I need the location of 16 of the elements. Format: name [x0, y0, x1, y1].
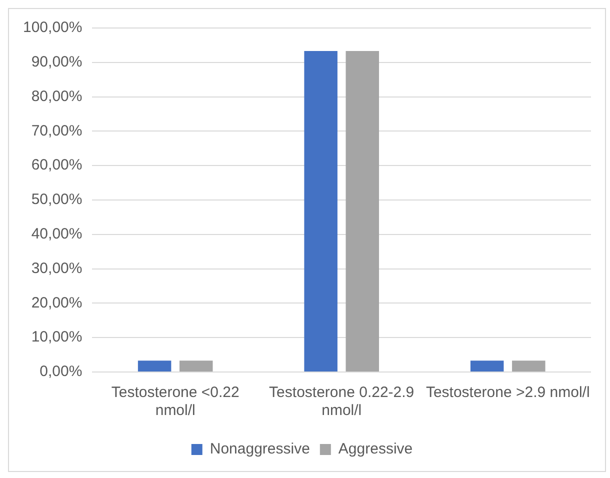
y-tick-label: 60,00% — [31, 156, 82, 174]
legend-label: Nonaggressive — [210, 440, 310, 458]
y-tick-label: 80,00% — [31, 88, 82, 105]
x-tick-label: Testosterone 0.22-2.9 nmol/l — [269, 384, 414, 420]
y-tick-label: 30,00% — [31, 260, 82, 277]
y-tick-label: 10,00% — [31, 328, 82, 346]
y-tick-label: 40,00% — [31, 226, 82, 243]
y-tick-label: 100,00% — [23, 19, 82, 36]
x-tick-label: Testosterone >2.9 nmol/l — [426, 384, 590, 402]
x-tick-label: Testosterone <0.22 nmol/l — [111, 384, 240, 420]
y-tick-label: 0,00% — [40, 363, 82, 380]
legend-label: Aggressive — [338, 440, 413, 458]
y-tick-label: 70,00% — [31, 122, 82, 140]
y-tick-label: 20,00% — [31, 294, 82, 312]
y-tick-label: 50,00% — [31, 191, 82, 208]
y-tick-label: 90,00% — [31, 54, 82, 71]
